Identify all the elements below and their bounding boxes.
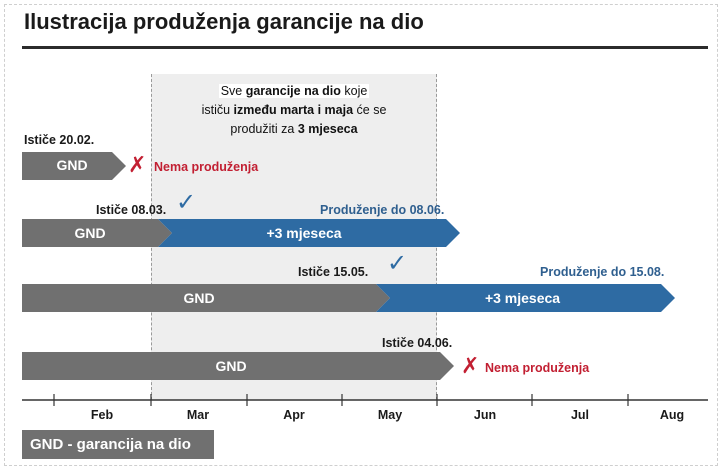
gnd-label-row3: GND xyxy=(183,290,215,306)
check-icon: ✓ xyxy=(176,189,197,216)
month-label-mar: Mar xyxy=(186,408,210,422)
month-label-apr: Apr xyxy=(283,408,305,422)
extension-bar-row3 xyxy=(376,284,675,312)
gnd-bar-row1 xyxy=(22,152,126,180)
month-label-jul: Jul xyxy=(570,408,590,422)
note-emphasis: 3 mjeseca xyxy=(297,122,358,136)
gnd-label-row2: GND xyxy=(74,225,106,241)
outcome-label-row2: Produženje do 08.06. xyxy=(320,203,445,217)
note-emphasis: između marta i maja xyxy=(233,103,354,117)
outcome-label-row4: Nema produženja xyxy=(485,361,590,375)
note-text: koje xyxy=(340,84,368,98)
note-text: produžiti za xyxy=(230,122,298,136)
title-divider xyxy=(22,46,708,49)
month-label-feb: Feb xyxy=(90,408,114,422)
note-text: Sve xyxy=(220,84,246,98)
figure-frame xyxy=(4,4,718,466)
note-text: će se xyxy=(353,103,387,117)
outcome-label-row1: Nema produženja xyxy=(154,160,259,174)
legend-box: GND - garancija na dio xyxy=(22,430,214,459)
gnd-bar-row3 xyxy=(22,284,390,312)
cross-icon: ✗ xyxy=(128,152,147,177)
month-label-jun: Jun xyxy=(473,408,497,422)
gnd-bar-row4 xyxy=(22,352,454,380)
extension-label-row2: +3 mjeseca xyxy=(266,225,342,241)
expiry-label-row2: Ističe 08.03. xyxy=(96,203,167,217)
cross-icon: ✗ xyxy=(461,353,480,378)
page-title: Ilustracija produženja garancije na dio xyxy=(24,9,424,34)
note-emphasis: garancije na dio xyxy=(245,84,341,98)
check-icon: ✓ xyxy=(387,250,408,277)
note-text: ističu xyxy=(201,103,234,117)
outcome-label-row3: Produženje do 15.08. xyxy=(540,265,665,279)
gnd-label-row4: GND xyxy=(215,358,247,374)
expiry-label-row4: Ističe 04.06. xyxy=(382,336,453,350)
extension-window-note: Sve garancije na dio koje ističu između … xyxy=(176,82,412,139)
gnd-bar-row2 xyxy=(22,219,172,247)
month-label-may: May xyxy=(377,408,403,422)
extension-bar-row2 xyxy=(158,219,460,247)
gnd-label-row1: GND xyxy=(56,157,88,173)
expiry-label-row1: Ističe 20.02. xyxy=(24,133,95,147)
expiry-label-row3: Ističe 15.05. xyxy=(298,265,369,279)
extension-label-row3: +3 mjeseca xyxy=(484,290,561,306)
month-label-aug: Aug xyxy=(659,408,685,422)
